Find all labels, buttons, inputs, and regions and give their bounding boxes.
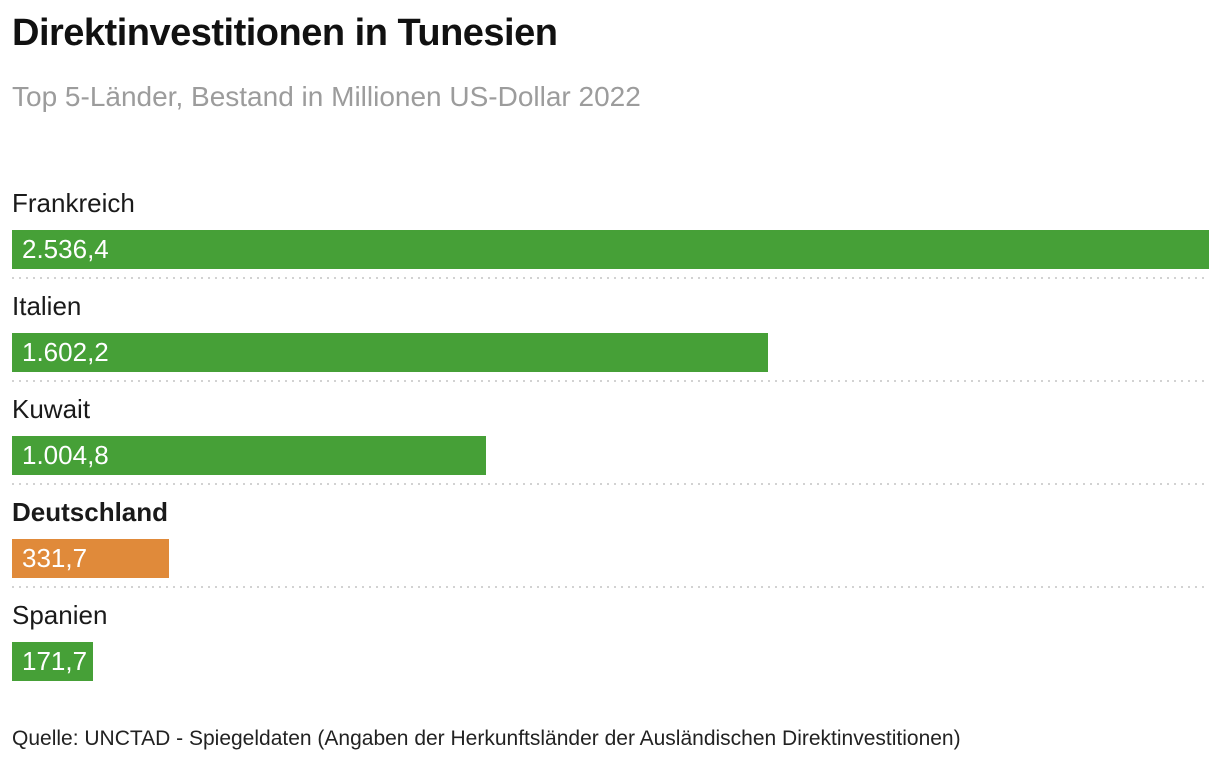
row-separator <box>12 380 1209 383</box>
bar-row: Kuwait 1.004,8 <box>12 394 1209 486</box>
country-label: Italien <box>12 291 82 322</box>
row-separator <box>12 277 1209 280</box>
bar-value-label: 171,7 <box>22 646 88 677</box>
bar-frankreich: 2.536,4 <box>12 230 1209 270</box>
bar-row: Spanien 171,7 <box>12 600 1209 682</box>
country-label: Spanien <box>12 600 108 631</box>
bar-value-label: 1.602,2 <box>22 337 109 368</box>
bar-deutschland: 331,7 <box>12 539 169 579</box>
chart-subtitle: Top 5-Länder, Bestand in Millionen US-Do… <box>12 80 641 112</box>
bar-row: Deutschland 331,7 <box>12 497 1209 589</box>
bar-value-label: 331,7 <box>22 543 88 574</box>
bar-row: Italien 1.602,2 <box>12 291 1209 383</box>
bar-value-label: 2.536,4 <box>22 234 109 265</box>
row-separator <box>12 483 1209 486</box>
bar-row: Frankreich 2.536,4 <box>12 188 1209 280</box>
source-note: Quelle: UNCTAD - Spiegeldaten (Angaben d… <box>12 727 961 751</box>
bar-value-label: 1.004,8 <box>22 440 109 471</box>
bar-kuwait: 1.004,8 <box>12 436 487 476</box>
country-label: Deutschland <box>12 497 169 528</box>
chart-title: Direktinvestitionen in Tunesien <box>12 12 558 54</box>
bar-italien: 1.602,2 <box>12 333 769 373</box>
country-label: Frankreich <box>12 188 135 219</box>
bar-spanien: 171,7 <box>12 642 94 682</box>
bar-chart: Frankreich 2.536,4 Italien 1.602,2 Kuwai… <box>12 188 1209 682</box>
row-separator <box>12 586 1209 589</box>
country-label: Kuwait <box>12 394 91 425</box>
